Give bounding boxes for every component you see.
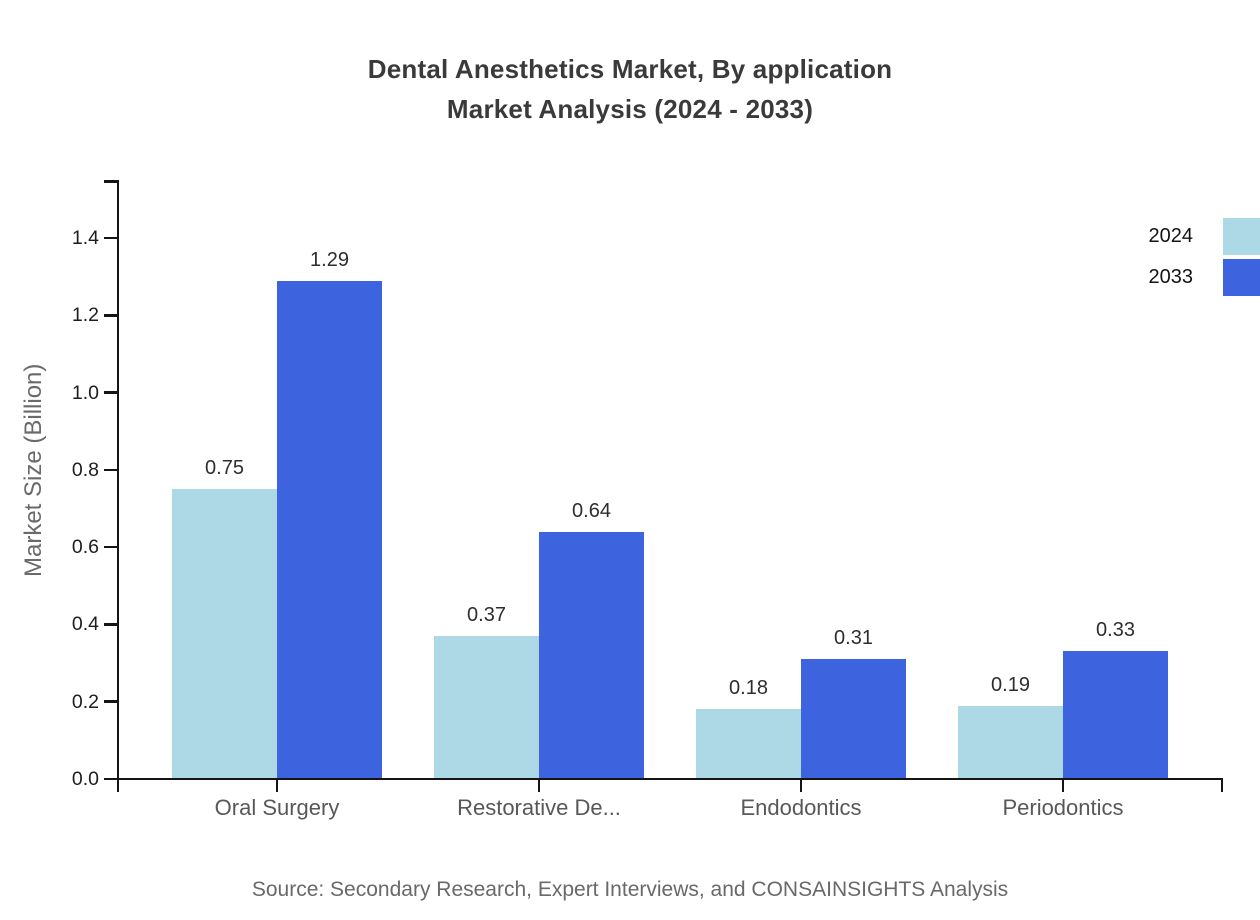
x-axis-end-cap [1220, 779, 1224, 792]
y-tick-1.0 [103, 391, 117, 394]
chart-title-line2: Market Analysis (2024 - 2033) [446, 94, 814, 124]
x-tick-label-endodontics: Endodontics [740, 795, 862, 820]
x-axis-line [116, 777, 1224, 781]
y-tick-label-0.4: 0.4 [71, 613, 99, 636]
y-tick-0.2 [103, 700, 117, 703]
y-tick-1.4 [103, 236, 117, 240]
legend-item-2024: 2024 [1149, 218, 1260, 255]
bar-2033-restorative-de [539, 531, 644, 779]
value-label-2033-oral-surgery: 1.29 [310, 248, 349, 271]
y-tick-0.6 [103, 545, 117, 549]
legend-swatch-2024 [1223, 218, 1260, 255]
x-tick-label-periodontics: Periodontics [1002, 795, 1124, 820]
y-tick-label-0.8: 0.8 [71, 458, 99, 481]
y-tick-label-1.0: 1.0 [71, 381, 99, 404]
x-tick-label-restorative-de: Restorative De... [457, 795, 621, 820]
value-label-2033-endodontics: 0.31 [834, 627, 873, 650]
y-axis-line [116, 180, 120, 792]
value-label-2024-oral-surgery: 0.75 [205, 457, 244, 480]
x-tick-oral-surgery [275, 779, 279, 792]
y-tick-label-0.6: 0.6 [71, 536, 99, 559]
bar-2024-oral-surgery [172, 489, 277, 779]
y-tick-0.0 [103, 777, 117, 781]
y-tick-0.4 [103, 623, 117, 626]
y-tick-0.8 [103, 468, 117, 472]
y-tick-label-0.2: 0.2 [71, 690, 99, 713]
value-label-2024-endodontics: 0.18 [729, 677, 768, 700]
y-axis-end-cap [103, 180, 120, 183]
value-label-2024-restorative-de: 0.37 [467, 604, 506, 627]
y-tick-1.2 [103, 314, 117, 317]
source-note: Source: Secondary Research, Expert Inter… [251, 878, 1009, 901]
value-label-2033-restorative-de: 0.64 [572, 499, 611, 522]
bar-2024-restorative-de [434, 636, 539, 779]
y-tick-label-0.0: 0.0 [71, 768, 99, 790]
legend-item-2033: 2033 [1149, 259, 1260, 296]
chart-legend: 2024 2033 [1149, 218, 1260, 300]
legend-swatch-2033 [1223, 259, 1260, 296]
x-tick-endodontics [799, 779, 803, 792]
x-tick-periodontics [1061, 779, 1065, 792]
legend-label-2033: 2033 [1148, 266, 1194, 288]
y-tick-label-1.4: 1.4 [71, 227, 99, 249]
x-tick-label-oral-surgery: Oral Surgery [214, 795, 340, 820]
bar-2033-endodontics [801, 659, 906, 779]
chart-title: Dental Anesthetics Market, By applicatio… [0, 49, 1260, 129]
legend-label-2024: 2024 [1148, 225, 1194, 247]
bar-2033-periodontics [1063, 651, 1168, 779]
y-tick-label-1.2: 1.2 [71, 304, 99, 327]
chart-title-line1: Dental Anesthetics Market, By applicatio… [367, 54, 893, 84]
bar-2033-oral-surgery [277, 280, 382, 779]
x-tick-restorative-de [537, 779, 541, 792]
bar-2024-periodontics [958, 705, 1063, 779]
bar-2024-endodontics [696, 709, 801, 779]
value-label-2024-periodontics: 0.19 [991, 673, 1030, 696]
value-label-2033-periodontics: 0.33 [1096, 619, 1135, 642]
